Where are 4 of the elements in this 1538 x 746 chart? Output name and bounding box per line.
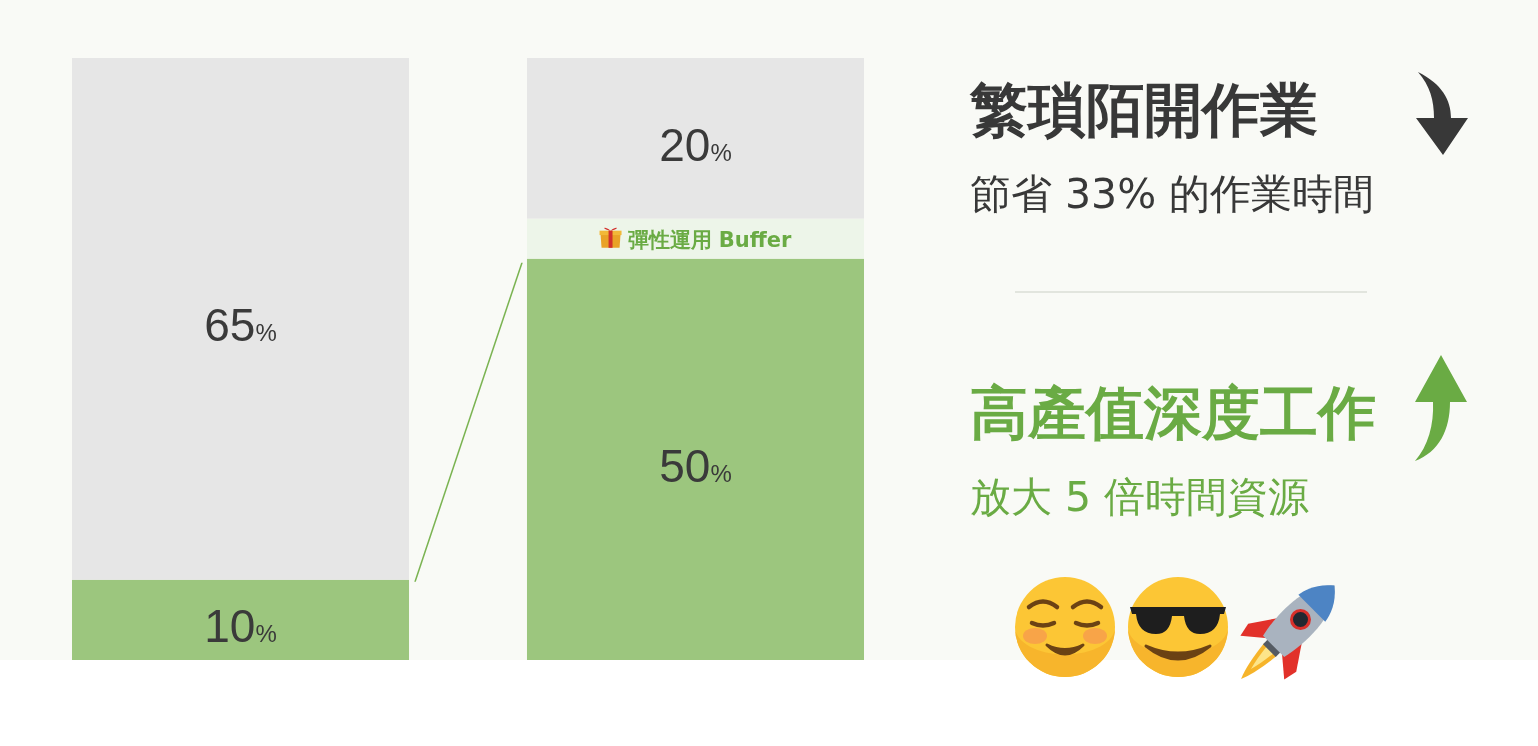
annotation: 節省 33% 的作業時間 xyxy=(970,170,1375,218)
annotation: 高產值深度工作 xyxy=(970,379,1376,447)
annotation: 繁瑣陌開作業 xyxy=(970,76,1318,144)
annotation: 放大 5 倍時間資源 xyxy=(970,473,1310,521)
